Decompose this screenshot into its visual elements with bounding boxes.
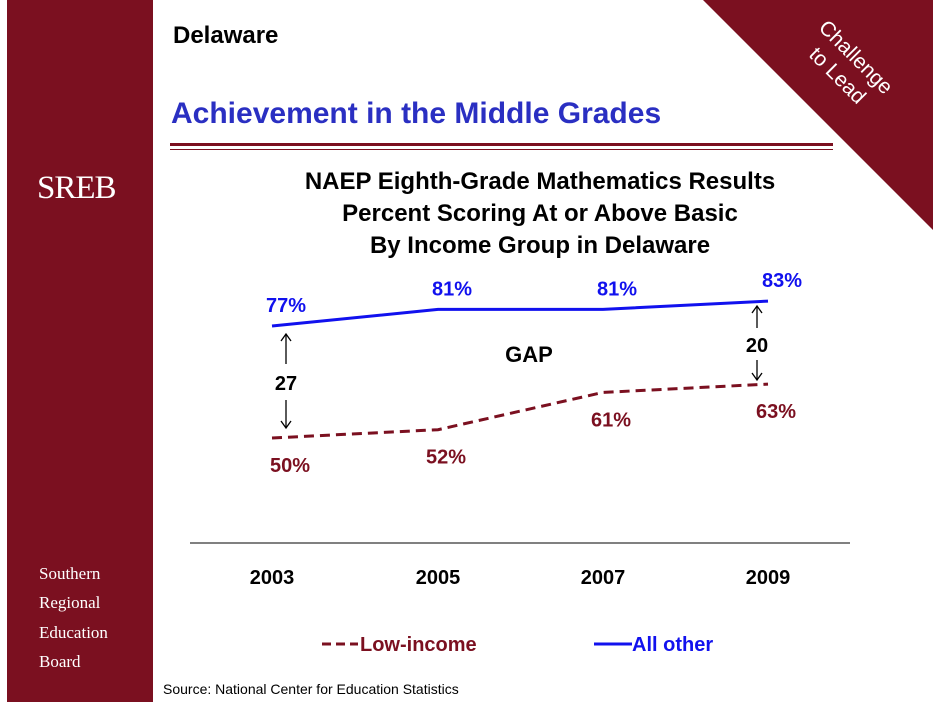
org-name-line: Southern bbox=[39, 564, 101, 583]
gap-value: 27 bbox=[275, 373, 297, 395]
data-label: 81% bbox=[432, 278, 472, 300]
sreb-logo: SREB bbox=[37, 170, 117, 206]
gap-arrow-down-head bbox=[751, 372, 763, 382]
data-label: 81% bbox=[597, 278, 637, 300]
source-note: Source: National Center for Education St… bbox=[163, 681, 459, 697]
legend-label: All other bbox=[632, 634, 713, 656]
x-tick-label: 2003 bbox=[250, 567, 295, 589]
gap-value: 20 bbox=[746, 335, 768, 357]
x-tick-label: 2007 bbox=[581, 567, 626, 589]
title-rule bbox=[170, 143, 833, 146]
challenge-to-lead-banner: Challenge to Lead bbox=[703, 0, 933, 230]
page-title: Achievement in the Middle Grades bbox=[171, 97, 662, 130]
data-label: 50% bbox=[270, 455, 310, 477]
title-rule-thin bbox=[170, 149, 833, 150]
x-tick-label: 2009 bbox=[746, 567, 791, 589]
org-name-line: Board bbox=[39, 652, 81, 671]
banner-triangle bbox=[703, 0, 933, 230]
sidebar: SREB Southern Regional Education Board bbox=[7, 0, 153, 702]
series-line-low-income bbox=[271, 382, 769, 440]
data-label: 63% bbox=[756, 401, 796, 423]
chart-title-line: Percent Scoring At or Above Basic bbox=[342, 200, 738, 227]
org-name-line: Regional bbox=[39, 593, 101, 612]
state-label: Delaware bbox=[173, 22, 279, 49]
data-label: 83% bbox=[762, 270, 802, 292]
series-line-all-other bbox=[271, 299, 769, 328]
data-label: 52% bbox=[426, 447, 466, 469]
legend-label: Low-income bbox=[360, 634, 477, 656]
chart-title-line: NAEP Eighth-Grade Mathematics Results bbox=[304, 168, 776, 195]
gap-arrow-down-head bbox=[280, 420, 292, 430]
gap-label: GAP bbox=[505, 342, 553, 367]
org-name-line: Education bbox=[39, 623, 108, 642]
data-label: 61% bbox=[591, 409, 631, 431]
x-tick-label: 2005 bbox=[416, 567, 461, 589]
chart-title: NAEP Eighth-Grade Mathematics Results Pe… bbox=[190, 166, 890, 262]
gap-arrow-up-head bbox=[280, 332, 292, 342]
data-label: 77% bbox=[266, 295, 306, 317]
gap-arrow-up-head bbox=[751, 304, 763, 314]
chart-title-line: By Income Group in Delaware bbox=[369, 232, 711, 259]
